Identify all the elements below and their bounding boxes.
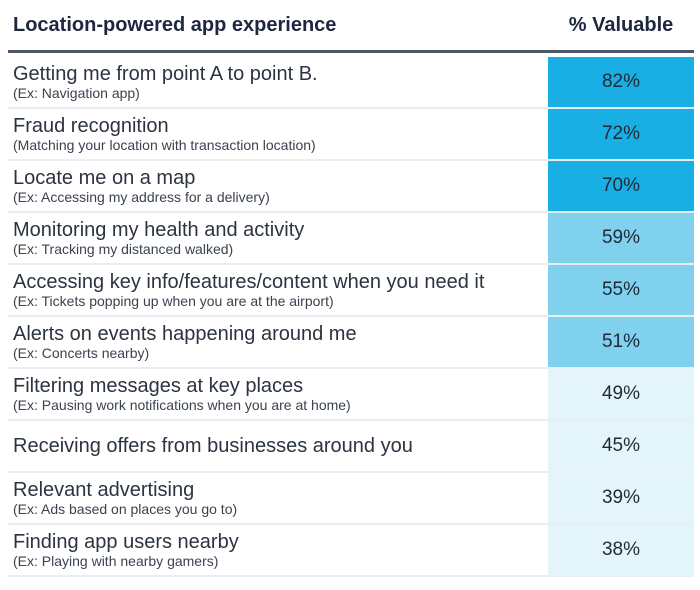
experience-title: Locate me on a map xyxy=(13,166,196,189)
experience-title: Alerts on events happening around me xyxy=(13,322,357,345)
experience-title: Filtering messages at key places xyxy=(13,374,304,397)
table-row: Monitoring my health and activity (Ex: T… xyxy=(8,213,694,265)
experience-cell: Locate me on a map (Ex: Accessing my add… xyxy=(8,161,548,211)
experience-cell: Accessing key info/features/content when… xyxy=(8,265,548,315)
experience-cell: Filtering messages at key places (Ex: Pa… xyxy=(8,369,548,419)
experience-title: Getting me from point A to point B. xyxy=(13,62,318,85)
experience-cell: Alerts on events happening around me (Ex… xyxy=(8,317,548,367)
percent-cell: 39% xyxy=(548,473,694,523)
table-row: Accessing key info/features/content when… xyxy=(8,265,694,317)
valuable-table: Location-powered app experience % Valuab… xyxy=(8,0,694,577)
table-row: Receiving offers from businesses around … xyxy=(8,421,694,473)
percent-cell: 59% xyxy=(548,213,694,263)
percent-cell: 38% xyxy=(548,525,694,575)
table-row: Fraud recognition (Matching your locatio… xyxy=(8,109,694,161)
experience-title: Receiving offers from businesses around … xyxy=(13,435,413,457)
experience-example: (Matching your location with transaction… xyxy=(13,136,316,153)
table-row: Finding app users nearby (Ex: Playing wi… xyxy=(8,525,694,577)
experience-title: Relevant advertising xyxy=(13,478,195,501)
table-body: Getting me from point A to point B. (Ex:… xyxy=(8,57,694,577)
experience-title: Finding app users nearby xyxy=(13,530,239,553)
table-row: Locate me on a map (Ex: Accessing my add… xyxy=(8,161,694,213)
percent-cell: 55% xyxy=(548,265,694,315)
experience-cell: Getting me from point A to point B. (Ex:… xyxy=(8,57,548,107)
experience-cell: Monitoring my health and activity (Ex: T… xyxy=(8,213,548,263)
column-header-valuable: % Valuable xyxy=(568,13,674,36)
table-row: Relevant advertising (Ex: Ads based on p… xyxy=(8,473,694,525)
experience-example: (Ex: Ads based on places you go to) xyxy=(13,500,238,517)
column-header-experience: Location-powered app experience xyxy=(13,13,337,36)
table-row: Filtering messages at key places (Ex: Pa… xyxy=(8,369,694,421)
experience-example: (Ex: Tickets popping up when you are at … xyxy=(13,292,334,309)
percent-cell: 51% xyxy=(548,317,694,367)
percent-cell: 72% xyxy=(548,109,694,159)
experience-example: (Ex: Pausing work notifications when you… xyxy=(13,396,351,413)
percent-cell: 45% xyxy=(548,421,694,471)
experience-title: Fraud recognition xyxy=(13,114,169,137)
percent-cell: 70% xyxy=(548,161,694,211)
experience-example: (Ex: Navigation app) xyxy=(13,84,140,101)
experience-example: (Ex: Playing with nearby gamers) xyxy=(13,552,219,569)
percent-cell: 49% xyxy=(548,369,694,419)
table-row: Alerts on events happening around me (Ex… xyxy=(8,317,694,369)
experience-cell: Relevant advertising (Ex: Ads based on p… xyxy=(8,473,548,523)
experience-title: Accessing key info/features/content when… xyxy=(13,270,485,293)
experience-example: (Ex: Concerts nearby) xyxy=(13,344,150,361)
experience-example: (Ex: Accessing my address for a delivery… xyxy=(13,188,270,205)
table-row: Getting me from point A to point B. (Ex:… xyxy=(8,57,694,109)
experience-cell: Receiving offers from businesses around … xyxy=(8,421,548,471)
experience-cell: Finding app users nearby (Ex: Playing wi… xyxy=(8,525,548,575)
experience-cell: Fraud recognition (Matching your locatio… xyxy=(8,109,548,159)
table-header: Location-powered app experience % Valuab… xyxy=(8,0,694,53)
experience-example: (Ex: Tracking my distanced walked) xyxy=(13,240,234,257)
experience-title: Monitoring my health and activity xyxy=(13,218,305,241)
percent-cell: 82% xyxy=(548,57,694,107)
